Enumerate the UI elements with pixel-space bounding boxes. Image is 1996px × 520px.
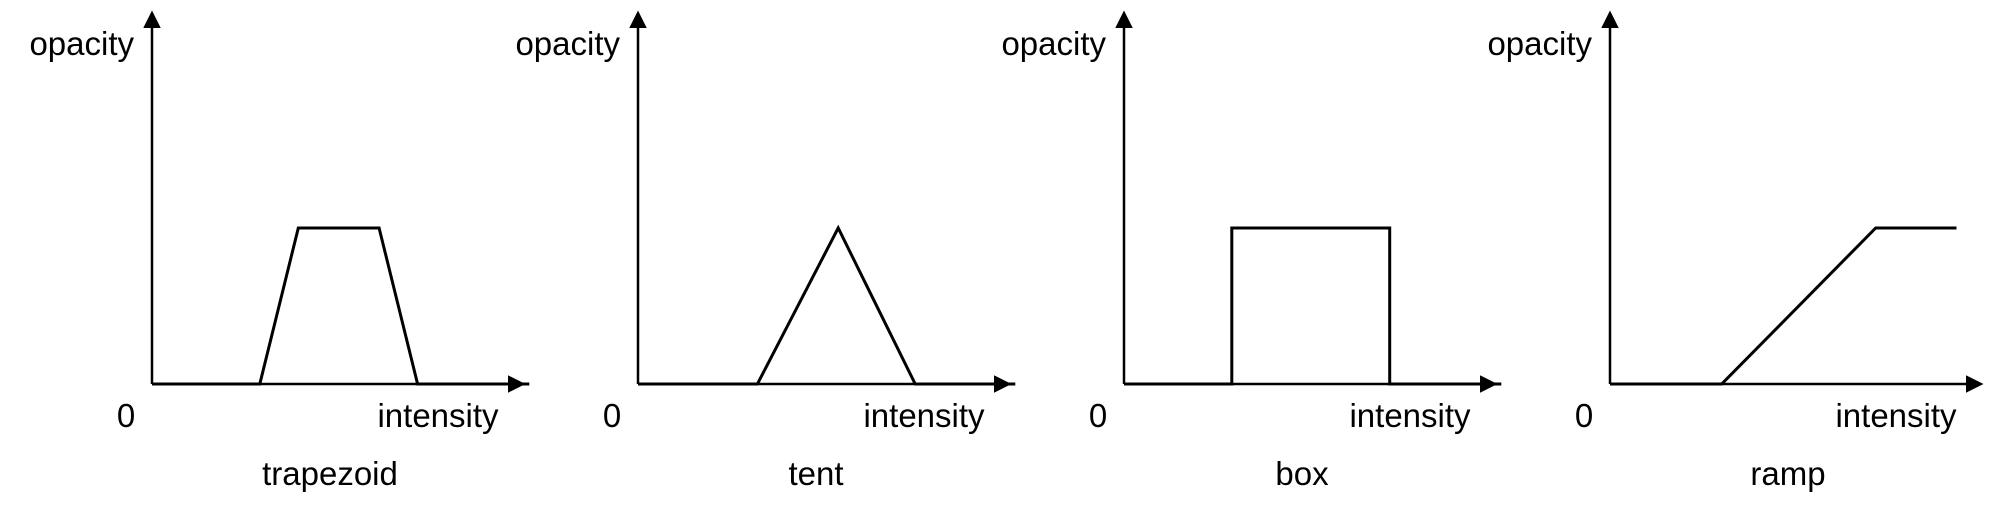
x-axis-label: intensity xyxy=(1835,397,1957,434)
y-axis-label: opacity xyxy=(29,25,134,62)
x-axis-label: intensity xyxy=(1349,397,1471,434)
trapezoid-curve xyxy=(152,226,530,386)
ramp-curve xyxy=(1610,226,1957,386)
x-axis-label: intensity xyxy=(863,397,985,434)
x-axis-label: intensity xyxy=(377,397,499,434)
panel-caption: ramp xyxy=(1750,455,1825,492)
origin-label: 0 xyxy=(117,397,135,434)
box-curve xyxy=(1124,226,1502,386)
panel-trapezoid: opacity 0 intensity trapezoid xyxy=(29,10,530,492)
panel-ramp: opacity 0 intensity ramp xyxy=(1487,10,1984,492)
panel-caption: tent xyxy=(788,455,843,492)
origin-label: 0 xyxy=(1575,397,1593,434)
origin-label: 0 xyxy=(1089,397,1107,434)
panel-tent: opacity 0 intensity tent xyxy=(515,10,1016,492)
y-axis-label: opacity xyxy=(1001,25,1106,62)
panel-caption: box xyxy=(1275,455,1329,492)
y-axis-label: opacity xyxy=(1487,25,1592,62)
panel-box: opacity 0 intensity box xyxy=(1001,10,1502,492)
y-axis-label: opacity xyxy=(515,25,620,62)
origin-label: 0 xyxy=(603,397,621,434)
panel-caption: trapezoid xyxy=(262,455,398,492)
tent-curve xyxy=(638,224,1016,386)
